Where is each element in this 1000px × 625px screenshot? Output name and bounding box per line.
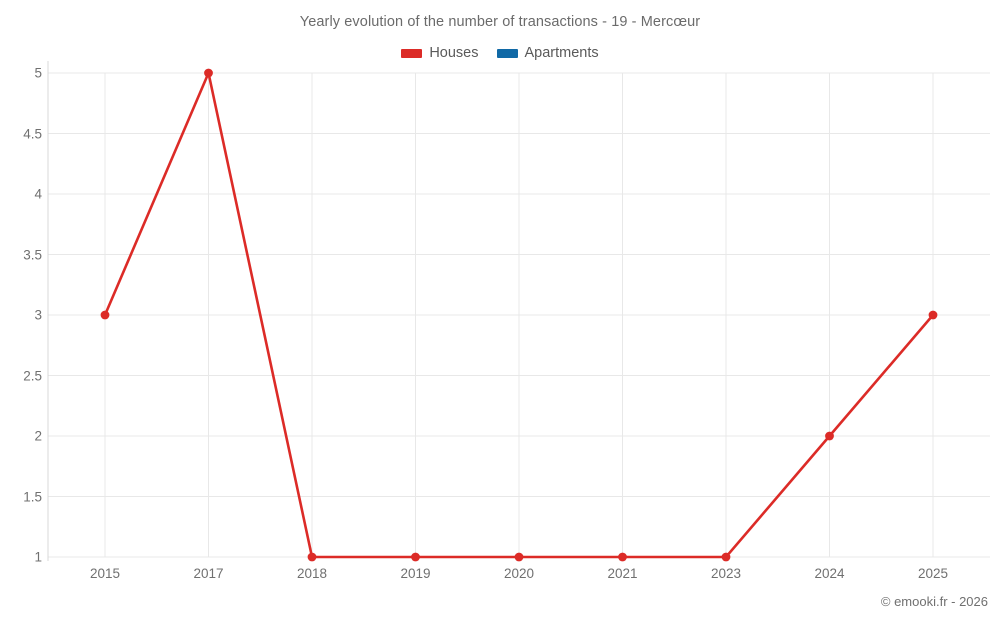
data-point-houses[interactable] <box>411 552 420 562</box>
plot-area <box>47 61 990 562</box>
data-point-houses[interactable] <box>100 310 110 320</box>
data-point-houses[interactable] <box>721 552 731 562</box>
y-axis-tick-label: 3 <box>34 307 42 323</box>
y-axis-tick-label: 2 <box>34 428 42 444</box>
y-axis-labels: 1 1.5 2 2.5 3 3.5 4 4.5 5 <box>0 66 42 565</box>
x-axis-tick-label: 2025 <box>917 566 949 581</box>
y-axis-tick-label: 2.5 <box>23 368 42 383</box>
x-axis-tick-label: 2019 <box>400 566 431 581</box>
legend-item-label: Apartments <box>524 45 599 61</box>
x-axis-tick-label: 2015 <box>89 566 121 581</box>
data-point-houses[interactable] <box>618 552 627 562</box>
y-axis-tick-label: 4.5 <box>23 126 42 141</box>
data-point-houses[interactable] <box>825 431 834 441</box>
x-axis-tick-label: 2020 <box>503 566 535 581</box>
chart-plot-svg <box>47 61 990 562</box>
x-axis-tick-label: 2024 <box>814 566 845 581</box>
x-axis-tick-label: 2018 <box>296 566 328 581</box>
data-point-houses[interactable] <box>928 310 938 320</box>
legend-swatch-icon <box>496 48 518 58</box>
data-point-houses[interactable] <box>307 552 317 562</box>
legend-swatch-icon <box>401 48 423 58</box>
series-houses <box>100 68 938 562</box>
y-axis-tick-label: 5 <box>34 65 42 81</box>
y-axis-tick-label: 4 <box>34 186 42 202</box>
chart-legend: Houses Apartments <box>0 45 1000 61</box>
y-axis-tick-label: 1 <box>34 549 42 565</box>
y-axis-tick-label: 3.5 <box>23 247 42 262</box>
legend-item-apartments[interactable]: Apartments <box>496 45 599 61</box>
x-axis-tick-label: 2017 <box>193 566 224 581</box>
data-point-houses[interactable] <box>514 552 524 562</box>
legend-item-houses[interactable]: Houses <box>401 45 479 61</box>
footer-credit: © emooki.fr - 2026 <box>880 594 988 609</box>
x-axis-labels: 2015 2017 2018 2019 2020 2021 2023 2024 2025 <box>48 566 990 588</box>
chart-title: Yearly evolution of the number of transa… <box>299 14 701 30</box>
y-axis-tick-label: 1.5 <box>23 489 42 504</box>
legend-item-label: Houses <box>429 45 479 61</box>
x-axis-tick-label: 2021 <box>607 566 638 581</box>
data-point-houses[interactable] <box>204 68 213 78</box>
x-axis-tick-label: 2023 <box>710 566 742 581</box>
